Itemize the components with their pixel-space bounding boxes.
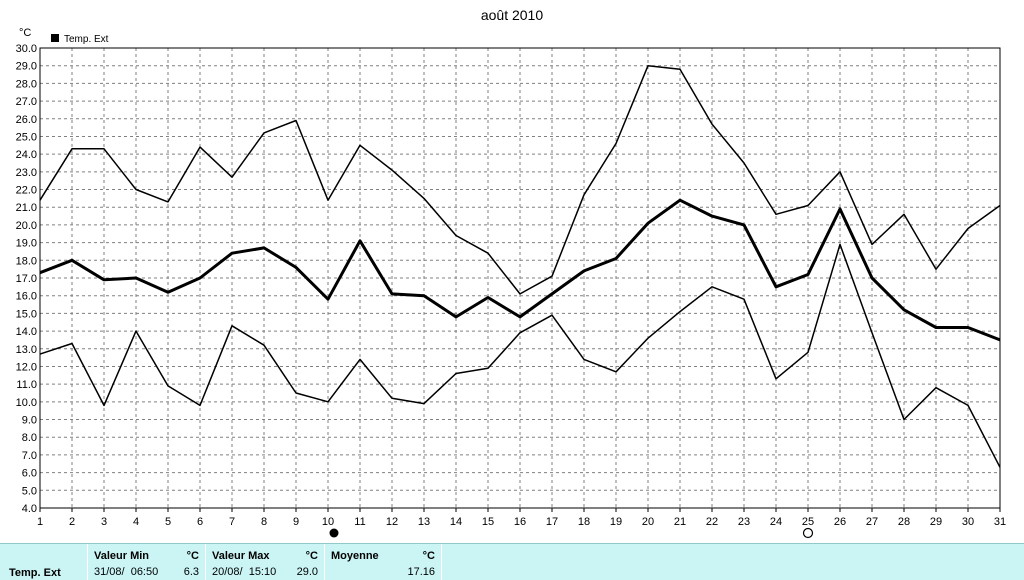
y-tick-label: 24.0 <box>16 149 37 161</box>
summary-bar: Temp. Ext Valeur Min °C 31/08/ 06:50 6.3… <box>0 543 1024 580</box>
x-tick-label: 11 <box>354 516 365 528</box>
summary-sensor-name: Temp. Ext <box>9 567 61 579</box>
summary-max-value: 29.0 <box>296 566 318 578</box>
y-tick-label: 17.0 <box>16 273 37 285</box>
y-tick-label: 26.0 <box>16 114 37 126</box>
x-tick-label: 12 <box>386 516 398 528</box>
summary-max-unit: °C <box>305 550 318 562</box>
x-tick-label: 17 <box>546 516 558 528</box>
x-tick-label: 21 <box>674 516 686 528</box>
summary-min-datetime: 31/08/ 06:50 <box>94 566 159 578</box>
y-axis-unit: °C <box>19 27 31 39</box>
x-tick-label: 18 <box>578 516 590 528</box>
y-tick-label: 23.0 <box>16 167 37 179</box>
y-tick-label: 30.0 <box>16 43 37 55</box>
y-tick-label: 27.0 <box>16 96 37 108</box>
x-tick-label: 2 <box>69 516 75 528</box>
x-tick-label: 10 <box>322 516 334 528</box>
day-markers <box>329 527 814 539</box>
x-axis-ticks: 1 2 3 4 5 6 7 8 9 10 11 12 13 14 15 16 17 18 19 20 21 22 23 24 2… <box>37 508 1006 528</box>
x-tick-label: 16 <box>514 516 526 528</box>
x-tick-label: 28 <box>898 516 910 528</box>
legend-swatch <box>51 34 59 42</box>
y-tick-label: 22.0 <box>16 185 37 197</box>
x-tick-label: 27 <box>866 516 878 528</box>
x-tick-label: 30 <box>962 516 974 528</box>
x-tick-label: 24 <box>770 516 782 528</box>
summary-mean-value: 17.16 <box>407 566 435 578</box>
x-tick-label: 31 <box>994 516 1006 528</box>
x-tick-label: 8 <box>261 516 267 528</box>
chart-title: août 2010 <box>481 7 543 23</box>
filled-circle-marker <box>329 528 339 538</box>
y-tick-label: 10.0 <box>16 397 37 409</box>
y-tick-label: 18.0 <box>16 255 37 267</box>
x-tick-label: 23 <box>738 516 750 528</box>
y-tick-label: 14.0 <box>16 326 37 338</box>
x-tick-label: 3 <box>101 516 107 528</box>
x-tick-label: 7 <box>229 516 235 528</box>
x-tick-label: 19 <box>610 516 622 528</box>
x-tick-label: 6 <box>197 516 203 528</box>
y-tick-label: 11.0 <box>16 379 37 391</box>
y-tick-label: 28.0 <box>16 78 37 90</box>
series-line-max <box>39 64 1001 295</box>
x-tick-label: 20 <box>642 516 654 528</box>
open-circle-marker <box>802 527 814 539</box>
x-tick-label: 9 <box>293 516 299 528</box>
y-tick-label: 15.0 <box>16 308 37 320</box>
y-tick-label: 9.0 <box>22 415 37 427</box>
y-tick-label: 19.0 <box>16 238 37 250</box>
summary-mean-cell: Moyenne °C 17.16 <box>324 544 442 580</box>
y-tick-label: 20.0 <box>16 220 37 232</box>
y-tick-label: 4.0 <box>22 503 37 515</box>
x-tick-label: 15 <box>482 516 494 528</box>
summary-mean-unit: °C <box>422 550 435 562</box>
x-tick-label: 5 <box>165 516 171 528</box>
y-tick-label: 7.0 <box>22 450 37 462</box>
summary-min-unit: °C <box>186 550 199 562</box>
x-tick-label: 25 <box>802 516 814 528</box>
temperature-chart: août 2010 °C Temp. Ext 4.0 5.0 6.0 7.0 8.0 9.… <box>16 7 1006 539</box>
x-tick-label: 13 <box>418 516 430 528</box>
y-tick-label: 29.0 <box>16 61 37 73</box>
y-tick-label: 8.0 <box>22 432 37 444</box>
x-tick-label: 4 <box>133 516 139 528</box>
y-tick-label: 16.0 <box>16 291 37 303</box>
summary-min-value: 6.3 <box>183 566 199 578</box>
x-tick-label: 26 <box>834 516 846 528</box>
summary-mean-label: Moyenne <box>331 550 379 562</box>
y-tick-label: 21.0 <box>16 202 37 214</box>
y-axis-ticks: 4.0 5.0 6.0 7.0 8.0 9.0 10.0 11.0 12.0 13.0 14.0 15… <box>16 43 37 515</box>
y-tick-label: 13.0 <box>16 344 37 356</box>
x-tick-label: 22 <box>706 516 718 528</box>
series-line-mean <box>39 198 1001 342</box>
grid <box>40 48 1000 508</box>
summary-max-datetime: 20/08/ 15:10 <box>212 566 277 578</box>
summary-min-cell: Valeur Min °C 31/08/ 06:50 6.3 <box>87 544 205 580</box>
x-tick-label: 29 <box>930 516 942 528</box>
summary-min-label: Valeur Min <box>94 550 150 562</box>
summary-max-label: Valeur Max <box>212 550 270 562</box>
legend-label: Temp. Ext <box>64 34 109 45</box>
y-tick-label: 25.0 <box>16 131 37 143</box>
series-line-min <box>39 243 1001 468</box>
y-tick-label: 12.0 <box>16 361 37 373</box>
x-tick-label: 14 <box>450 516 462 528</box>
series-lines <box>39 64 1001 468</box>
summary-max-cell: Valeur Max °C 20/08/ 15:10 29.0 <box>205 544 324 580</box>
y-tick-label: 5.0 <box>22 485 37 497</box>
y-tick-label: 6.0 <box>22 468 37 480</box>
x-tick-label: 1 <box>37 516 43 528</box>
